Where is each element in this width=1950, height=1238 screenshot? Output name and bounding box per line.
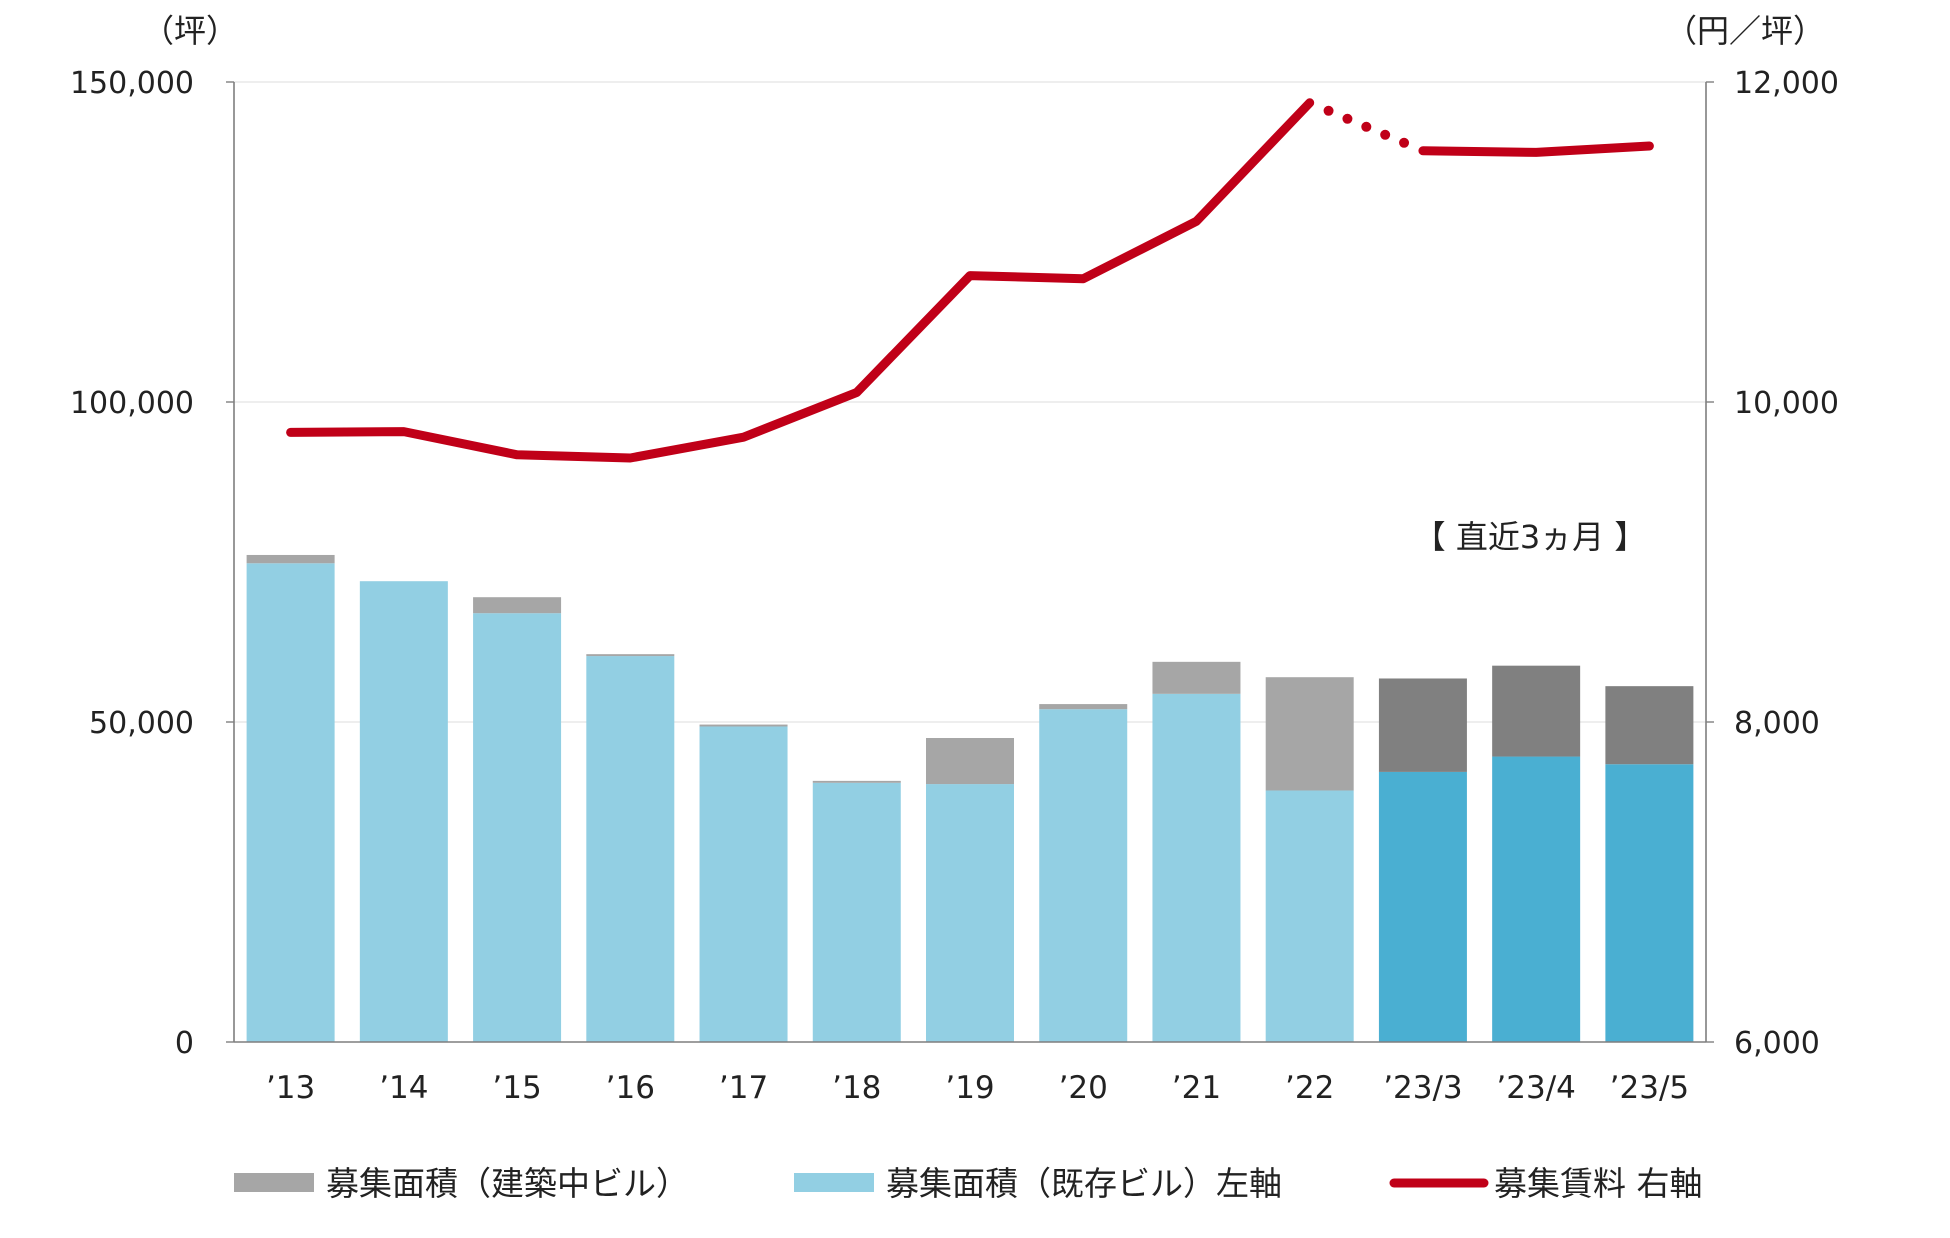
x-tick-label: ’18 xyxy=(832,1070,881,1106)
right-axis-unit: （円／坪） xyxy=(1665,12,1825,50)
x-tick-label: ’20 xyxy=(1059,1070,1108,1106)
x-tick-label: ’19 xyxy=(945,1070,994,1106)
left-tick-label: 0 xyxy=(175,1026,194,1061)
bar-under-construction xyxy=(1265,677,1354,791)
legend-label: 募集面積（既存ビル）左軸 xyxy=(886,1164,1282,1203)
x-tick-label: ’23/3 xyxy=(1383,1070,1462,1106)
left-tick-label: 50,000 xyxy=(89,706,194,741)
bar-existing xyxy=(1378,771,1467,1042)
x-tick-label: ’14 xyxy=(379,1070,428,1106)
right-tick-label: 6,000 xyxy=(1734,1026,1820,1061)
rent-line-dotted-dot xyxy=(1380,129,1391,140)
rent-line-dotted-dot xyxy=(1399,137,1410,148)
right-tick-label: 8,000 xyxy=(1734,706,1820,741)
x-tick-label: ’21 xyxy=(1172,1070,1221,1106)
bar-under-construction xyxy=(1492,665,1581,757)
legend-label: 募集賃料 右軸 xyxy=(1494,1164,1703,1203)
left-tick-label: 100,000 xyxy=(70,386,194,421)
bar-existing xyxy=(359,581,448,1042)
x-tick-label: ’13 xyxy=(266,1070,315,1106)
bar-existing xyxy=(246,563,335,1042)
x-tick-label: ’16 xyxy=(606,1070,655,1106)
x-tick-label: ’22 xyxy=(1285,1070,1334,1106)
bar-existing xyxy=(1605,764,1694,1042)
rent-line-dotted-dot xyxy=(1342,113,1353,124)
x-tick-label: ’15 xyxy=(492,1070,541,1106)
bar-existing xyxy=(1039,709,1128,1042)
left-tick-label: 150,000 xyxy=(70,66,194,101)
bar-under-construction xyxy=(1605,686,1694,765)
x-tick-label: ’23/4 xyxy=(1496,1070,1575,1106)
right-tick-label: 10,000 xyxy=(1734,386,1839,421)
bar-under-construction xyxy=(699,724,788,727)
bar-existing xyxy=(586,656,675,1042)
bars xyxy=(246,554,1694,1042)
legend-swatch xyxy=(234,1173,314,1192)
right-tick-label: 12,000 xyxy=(1734,66,1839,101)
bar-existing xyxy=(473,613,562,1042)
bar-under-construction xyxy=(1378,678,1467,772)
bar-existing xyxy=(926,784,1014,1042)
annotation-recent-3-months: 【 直近3ヵ月 】 xyxy=(1414,518,1647,556)
bar-existing xyxy=(1152,693,1241,1042)
rent-line-monthly xyxy=(1418,141,1654,157)
rent-line-dotted-dot xyxy=(1361,121,1372,132)
bar-under-construction xyxy=(1152,661,1241,694)
gridlines xyxy=(234,81,1706,723)
rent-line-dotted-dot xyxy=(1323,105,1334,116)
bar-existing xyxy=(812,782,901,1042)
left-axis-unit: （坪） xyxy=(142,12,238,50)
legend-label: 募集面積（建築中ビル） xyxy=(326,1164,689,1203)
rent-line xyxy=(286,98,1654,463)
rent-line-annual xyxy=(286,98,1315,463)
bar-under-construction xyxy=(812,780,901,783)
bar-under-construction xyxy=(926,738,1014,785)
legend-swatch xyxy=(794,1173,874,1192)
bar-under-construction xyxy=(246,554,335,564)
bar-under-construction xyxy=(586,654,675,657)
x-tick-label: ’17 xyxy=(719,1070,768,1106)
legend: 募集面積（建築中ビル） 募集面積（既存ビル）左軸 募集賃料 右軸 xyxy=(234,1164,1703,1203)
bar-under-construction xyxy=(1039,704,1128,710)
bar-under-construction xyxy=(473,597,562,614)
bar-existing xyxy=(1492,756,1581,1042)
axes xyxy=(226,81,1714,1043)
bar-existing xyxy=(1265,790,1354,1042)
x-tick-label: ’23/5 xyxy=(1610,1070,1689,1106)
bar-existing xyxy=(699,726,788,1042)
tick-labels: 0 50,000 100,000 150,000 6,000 8,000 10,000 12,… xyxy=(70,66,1839,1106)
